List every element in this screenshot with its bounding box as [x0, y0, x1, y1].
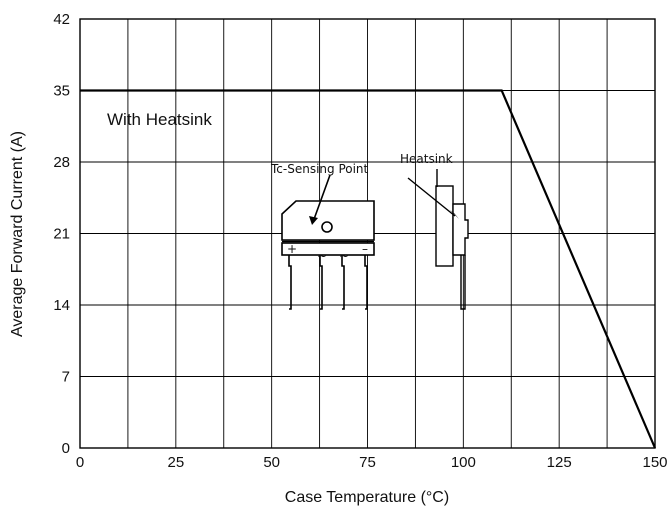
pin-3	[341, 255, 345, 310]
package-body	[281, 200, 375, 241]
x-tick-label: 25	[167, 454, 184, 471]
x-tick-label: 75	[359, 454, 376, 471]
pin-label-minus: –	[362, 242, 368, 256]
x-tick-label: 100	[451, 454, 476, 471]
y-tick-label: 0	[62, 440, 70, 457]
package-side-profile	[452, 203, 469, 256]
x-tick-label: 50	[263, 454, 280, 471]
y-tick-label: 28	[53, 154, 70, 171]
plot-frame	[79, 18, 656, 449]
y-tick-label: 42	[53, 11, 70, 28]
y-tick-labels: 0 7 14 21 28 35 42	[53, 11, 70, 457]
y-tick-label: 7	[62, 369, 70, 386]
y-tick-label: 14	[53, 297, 70, 314]
pin-label-ac1: ~	[317, 249, 327, 263]
y-tick-label: 35	[53, 83, 70, 100]
x-tick-label: 125	[547, 454, 572, 471]
side-view-heatsink	[407, 169, 469, 310]
pin-4	[364, 255, 368, 310]
heatsink-label: Heatsink	[400, 152, 453, 166]
y-tick-label: 21	[53, 226, 70, 243]
tc-sensing-point-label: Tc-Sensing Point	[270, 162, 369, 176]
tc-sensing-arrow	[312, 174, 331, 223]
bridge-rectifier-package	[281, 174, 375, 310]
pin-label-plus: +	[287, 242, 297, 256]
heatsink-arrow	[407, 177, 456, 217]
pin-label-ac2: ~	[339, 249, 349, 263]
heatsink-arrowhead-icon	[450, 210, 459, 219]
heatsink-plate	[435, 185, 454, 267]
pin-1	[288, 255, 292, 310]
pin-labels: + ~ ~ –	[287, 242, 368, 263]
pin-2	[319, 255, 323, 310]
sensing-hole	[321, 221, 333, 233]
package-pins	[288, 255, 368, 310]
x-tick-label: 150	[642, 454, 667, 471]
tc-sensing-arrowhead-icon	[309, 216, 318, 225]
package-base	[281, 242, 375, 256]
series-line	[80, 89, 657, 449]
side-pin	[460, 255, 466, 310]
x-tick-label: 0	[76, 454, 84, 471]
y-axis-label: Average Forward Current (A)	[9, 131, 26, 337]
x-axis-label: Case Temperature (°C)	[285, 489, 449, 506]
x-tick-labels: 0 25 50 75 100 125 150	[76, 454, 668, 471]
with-heatsink-label: With Heatsink	[107, 110, 212, 129]
